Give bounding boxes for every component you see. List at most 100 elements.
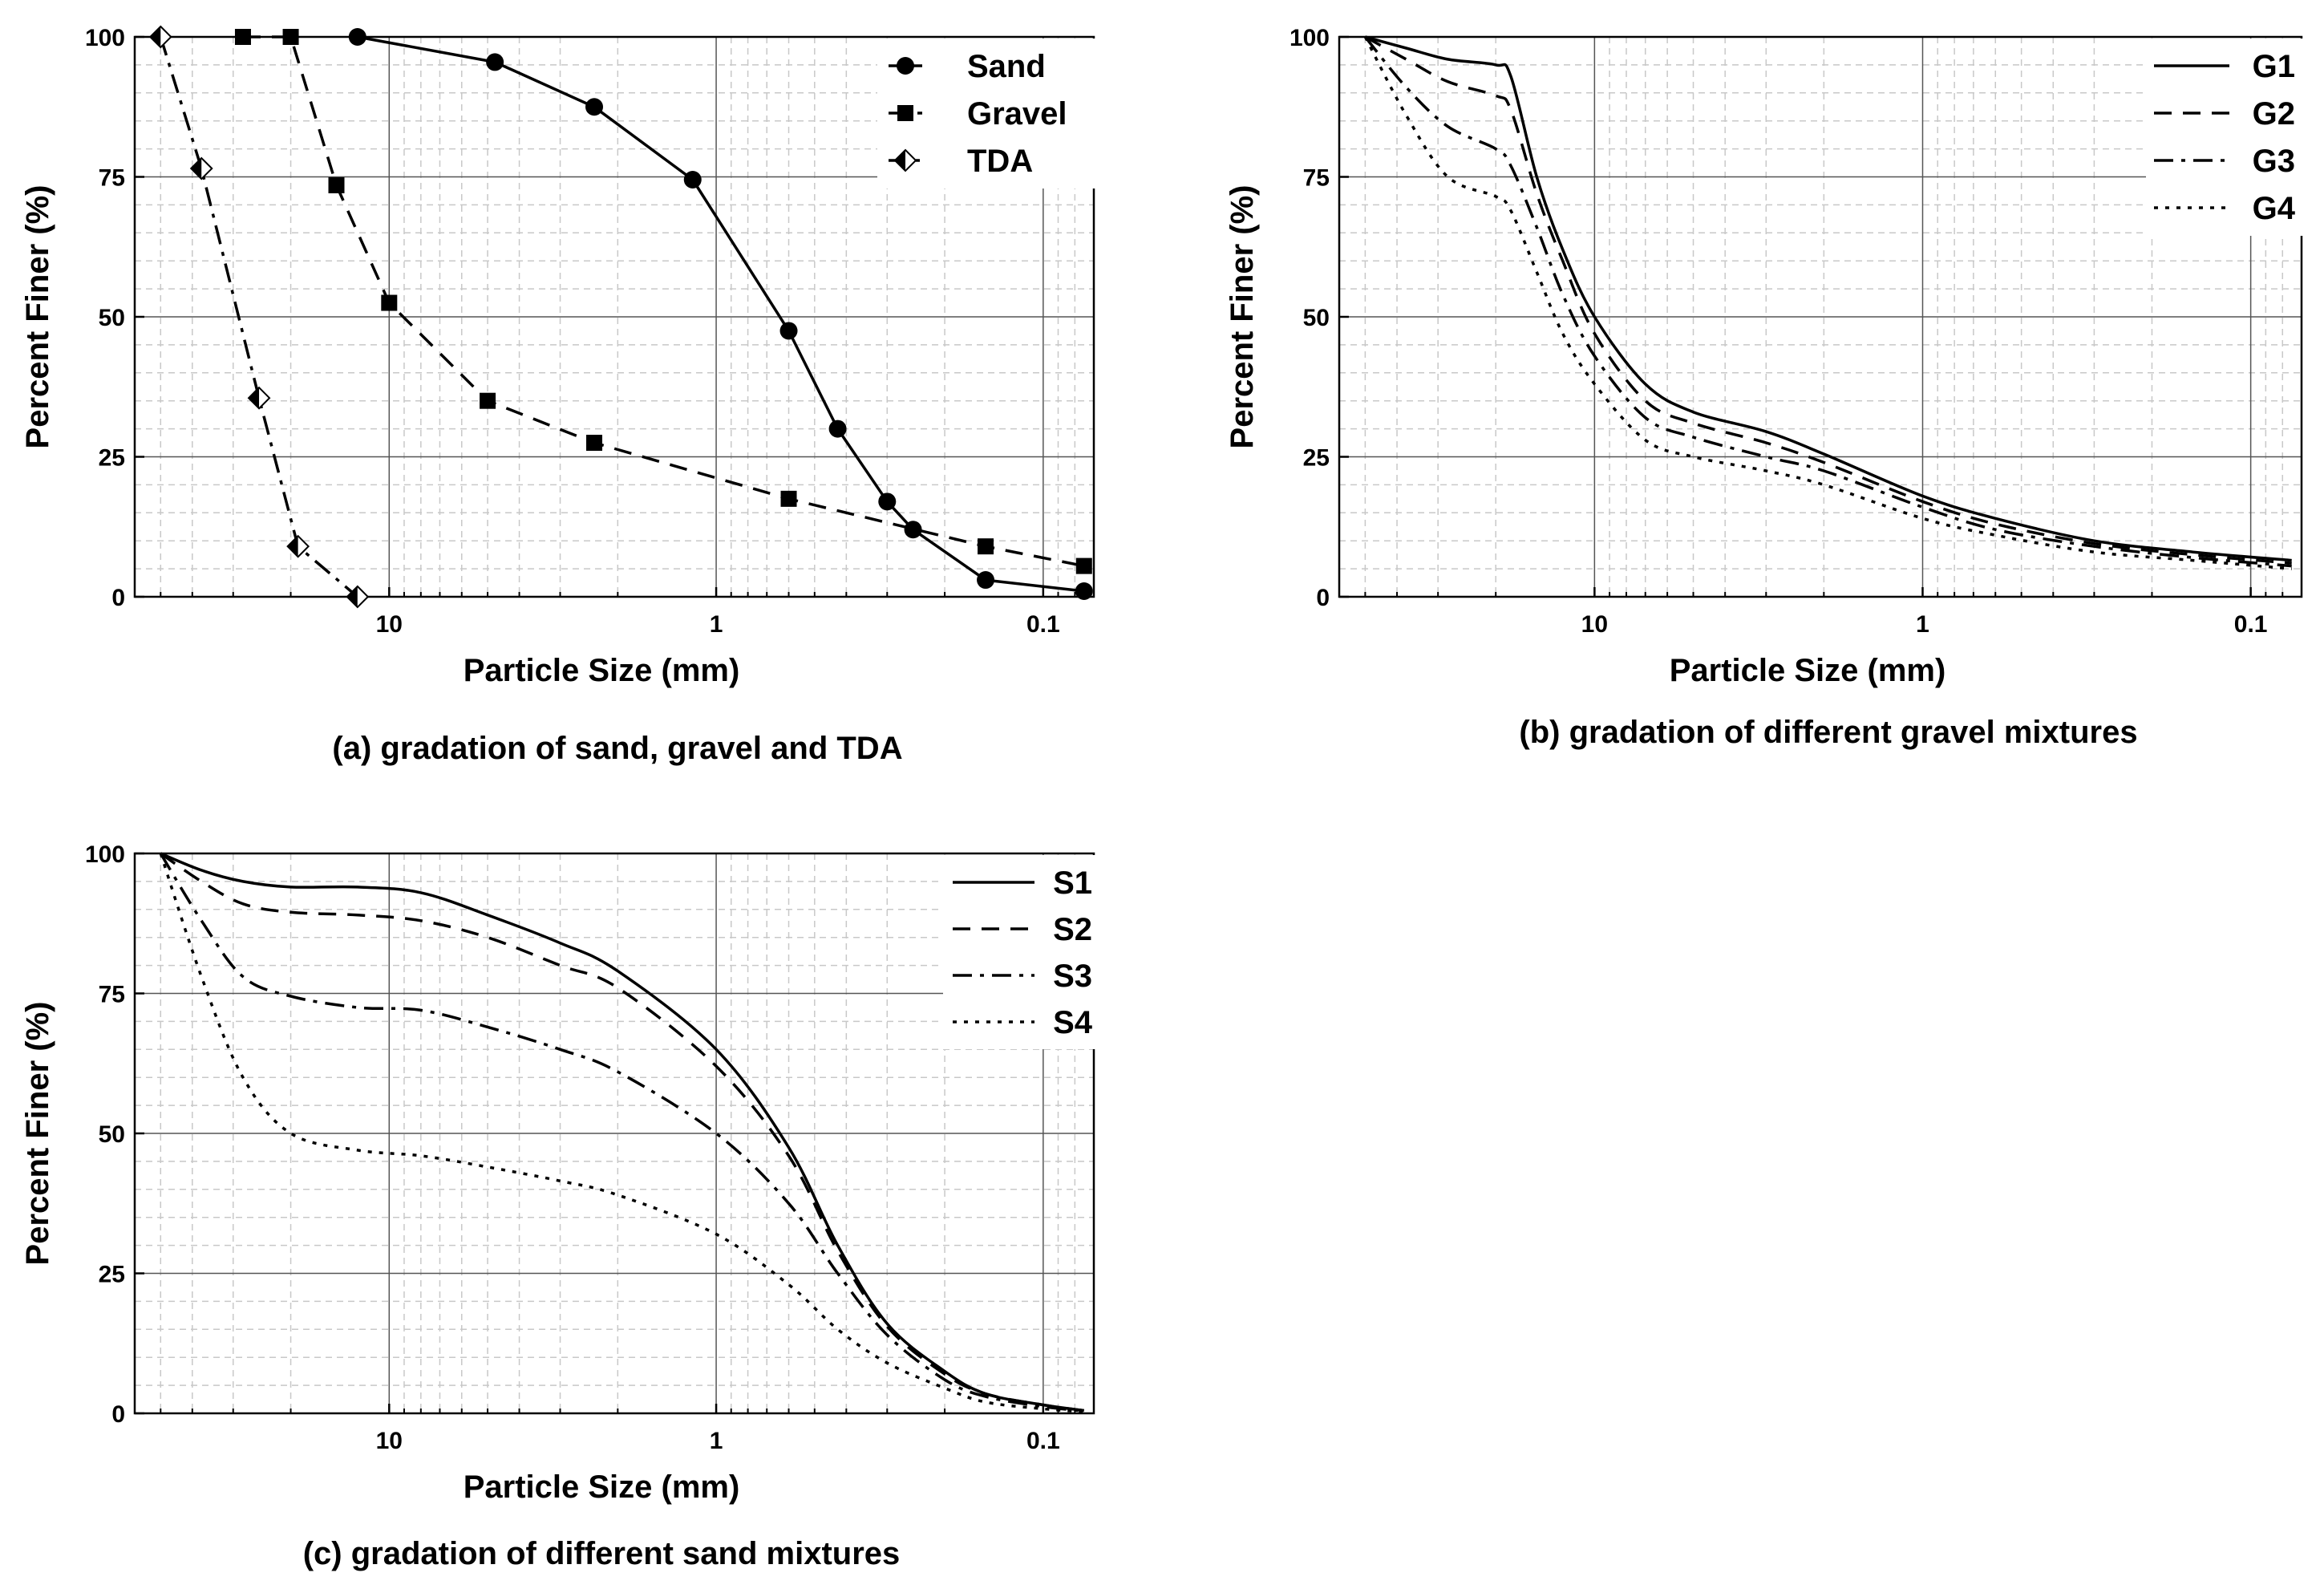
y-tick-label: 0 [111,1401,125,1428]
series-line-sand [357,35,1084,593]
chart-panel-2: 10 1 0.1 0 25 50 75 100 Particle Size (mm) Percen… [1225,25,2303,750]
data-point-gravel [381,294,398,311]
data-point-gravel [978,538,994,555]
series-line-s2 [160,852,1085,1413]
data-point-sand [585,98,604,116]
series-sand [348,28,1093,601]
series-line-g4 [1363,36,2292,570]
data-point-sand [348,28,366,46]
chart-panel-1: 10 1 0.1 0 25 50 75 100 Particle Size (mm) Percen… [20,25,1107,766]
legend-background [943,855,1095,1049]
y-tick-label: 0 [1316,585,1330,611]
data-point-sand [977,571,995,590]
y-tick-label: 50 [1303,305,1330,331]
legend: G1 G2 G3 G4 [2146,39,2303,236]
axis-ticks [1339,35,2284,598]
x-axis-label: Particle Size (mm) [464,1469,740,1505]
x-tick-label: 0.1 [1026,611,1060,638]
data-point-tda [286,534,310,558]
axis-ticks [135,852,1076,1415]
series-s2 [160,852,1085,1413]
x-tick-label: 0.1 [2234,611,2268,638]
legend: Sand Gravel TDA [877,39,1107,188]
data-point-gravel [780,490,797,507]
data-point-tda [189,156,213,180]
panel-caption: (c) gradation of different sand mixtures [303,1536,901,1571]
data-point-sand [828,420,847,438]
series-line-g1 [1364,35,2292,562]
data-point-tda [148,25,172,49]
y-tick-label: 50 [99,1121,125,1148]
x-tick-label: 1 [710,1428,723,1454]
legend-marker-tda [893,148,917,172]
major-gridlines [135,37,1094,597]
y-tick-label: 100 [85,841,125,868]
series-line-tda [159,36,358,598]
data-point-gravel [480,392,496,409]
data-point-tda [247,386,271,410]
legend-label-g2: G2 [2253,96,2295,132]
legend-label-g1: G1 [2253,49,2295,84]
data-point-sand [683,170,702,188]
series-s3 [159,853,1084,1413]
x-axis-label: Particle Size (mm) [464,653,740,688]
legend-label-s3: S3 [1053,959,1092,994]
y-axis-label: Percent Finer (%) [20,1002,55,1266]
data-point-sand [486,53,504,71]
legend-label-s2: S2 [1053,912,1092,947]
series-gravel [234,29,1092,574]
legend-label-s4: S4 [1053,1005,1093,1040]
series-line-s1 [160,852,1085,1413]
legend-background [877,39,1107,188]
chart-panel-3: 10 1 0.1 0 25 50 75 100 Particle Size (mm) Percen… [20,841,1095,1571]
legend-marker-sand [897,57,914,75]
y-tick-label: 0 [111,585,125,611]
series-line-s3 [159,853,1084,1413]
panel-caption: (b) gradation of different gravel mixtur… [1519,715,2137,750]
y-tick-label: 25 [1303,445,1330,472]
y-tick-label: 100 [85,25,125,51]
data-point-sand [904,521,922,539]
legend-label-tda: TDA [967,144,1033,179]
series-g4 [1363,36,2292,570]
legend-label-s1: S1 [1053,865,1092,901]
x-tick-label: 1 [1916,611,1929,638]
series-g2 [1364,35,2292,565]
y-tick-label: 75 [1303,165,1330,192]
legend: S1 S2 S3 S4 [943,855,1095,1049]
series-line-g2 [1364,35,2292,565]
data-point-sand [779,322,798,340]
data-point-tda [346,585,370,609]
data-point-gravel [234,29,251,45]
y-tick-label: 75 [99,982,125,1008]
legend-background [2146,39,2303,236]
data-point-gravel [586,435,603,452]
legend-label-g4: G4 [2253,191,2296,226]
y-tick-label: 75 [99,165,125,192]
series-g1 [1364,35,2292,562]
x-tick-label: 1 [710,611,723,638]
y-axis-label: Percent Finer (%) [20,185,55,449]
data-point-gravel [328,176,345,193]
series-line-g3 [1364,35,2292,568]
series-tda [148,25,370,609]
y-axis-label: Percent Finer (%) [1225,185,1260,449]
data-point-sand [1075,582,1093,601]
legend-label-gravel: Gravel [967,96,1067,132]
data-point-gravel [1075,557,1092,574]
panel-caption: (a) gradation of sand, gravel and TDA [332,731,902,766]
x-tick-label: 10 [376,1428,403,1454]
legend-label-g3: G3 [2253,144,2295,179]
x-axis-label: Particle Size (mm) [1670,653,1946,688]
data-point-gravel [282,29,299,45]
series-s1 [160,852,1085,1413]
series-g3 [1364,35,2292,568]
y-tick-label: 25 [99,1262,125,1288]
x-tick-label: 10 [1581,611,1608,638]
y-tick-label: 100 [1290,25,1330,51]
y-tick-label: 50 [99,305,125,331]
axis-ticks [135,35,1076,598]
y-tick-label: 25 [99,445,125,472]
x-tick-label: 0.1 [1026,1428,1060,1454]
